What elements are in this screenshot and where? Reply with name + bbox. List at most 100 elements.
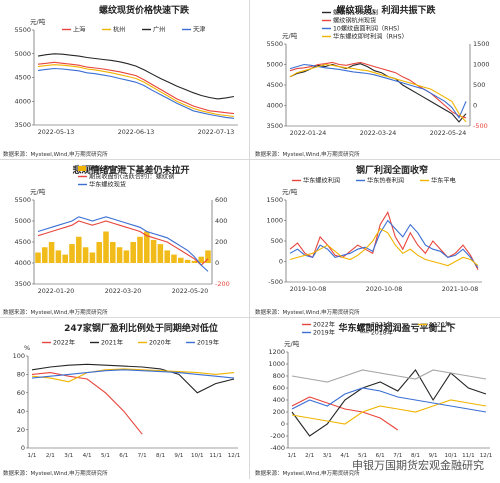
basis-bar: [137, 236, 143, 263]
y-tick-label: 3500: [266, 122, 283, 130]
series-line-2: [37, 53, 235, 100]
series-line-0: [289, 210, 479, 270]
x-tick-label: 2019-10-08: [290, 286, 327, 293]
watermark: 申银万国期货宏观金融研究: [352, 459, 484, 472]
legend-label: 2022年: [53, 339, 75, 347]
y-tick-label: 0: [281, 420, 285, 428]
x-tick-label: 6/1: [119, 453, 128, 459]
series-line-1: [37, 64, 235, 118]
y-tick-label: 3500: [14, 121, 31, 129]
series-line-2: [289, 63, 467, 119]
y-tick-label: 5000: [266, 61, 283, 69]
legend-label: 2021年: [371, 321, 393, 329]
basis-bar: [82, 247, 89, 263]
x-tick-label: 7/1: [138, 453, 147, 459]
y-axis-unit: 元/吨: [282, 31, 298, 40]
legend-label: 华东螺纹现货: [89, 181, 126, 189]
legend-label: 上海: [73, 26, 85, 34]
legend-label: 华东平电: [431, 177, 456, 185]
chart-title: 悲观情绪宣泄下基差仍未拉开: [72, 164, 189, 176]
series-line-2: [37, 216, 209, 272]
x-tick-label: 2022-05-13: [38, 129, 75, 136]
source-note: 数据来源：Mysteel,Wind,申万期货研究所: [255, 150, 360, 158]
y-tick-label: 1000: [266, 217, 283, 225]
series-line-2: [289, 227, 479, 267]
y-axis-unit: 元/吨: [30, 187, 46, 196]
chart-title: 螺纹现货价格快速下跌: [99, 4, 190, 16]
basis-bar: [116, 247, 123, 263]
series-line-3: [31, 369, 235, 379]
x-tick-label: 7/1: [393, 453, 402, 459]
basis-bar: [42, 247, 48, 263]
y-tick-label: 20: [17, 426, 25, 434]
legend-label: 期货收盘价(活跃合约)：螺纹钢: [89, 173, 174, 181]
y2-tick-label: 1500: [473, 40, 490, 48]
x-tick-label: 12/1: [228, 453, 241, 459]
series-line-2: [291, 399, 487, 425]
chart-east-china-rebar-profit: 华东螺即时利润盈亏平衡上下 元/吨 数据来源：Mysteel,Wind,申万期货研究…: [252, 318, 500, 479]
y2-tick-label: 1000: [473, 61, 490, 69]
source-note: 数据来源：Mysteel,Wind,申万期货研究所: [3, 150, 108, 158]
series-line-1: [31, 363, 235, 394]
x-tick-label: 12/1: [480, 453, 493, 459]
x-tick-label: 8/1: [156, 453, 165, 459]
basis-bar: [48, 242, 55, 263]
y-tick-label: 400: [273, 396, 285, 404]
chart-mill-profitability-ratio: 247家钢厂盈利比例处于同期绝对低位% 数据来源：Mysteel,Wind,申万期…: [0, 318, 248, 479]
legend-label: 2022年: [313, 321, 335, 329]
legend-label: 螺纹钢杭州现货: [333, 17, 376, 25]
y-tick-label: 1000: [268, 360, 285, 368]
x-tick-label: 5/1: [101, 453, 110, 459]
legend-label: 天津: [193, 26, 205, 34]
basis-bar: [55, 250, 62, 263]
legend-label: 2019年: [197, 339, 219, 347]
x-tick-label: 2/1: [305, 453, 314, 459]
x-tick-label: 10/1: [191, 453, 204, 459]
basis-bar: [150, 239, 157, 263]
basis-bar: [35, 252, 41, 263]
basis-bar: [123, 250, 130, 263]
x-tick-label: 2022-01-24: [290, 130, 327, 137]
x-tick-label: 1/1: [287, 453, 296, 459]
source-note: 数据来源：Mysteel,Wind,申万期货研究所: [3, 469, 108, 477]
source-note: 数据来源：Mysteel,Wind,申万期货研究所: [255, 469, 360, 477]
chart-mill-profit: 钢厂利润全面收窄 元/吨 数据来源：Mysteel,Wind,申万期货研究所 -500…: [252, 160, 500, 318]
y2-tick-label: 200: [215, 238, 227, 246]
y-tick-label: 0: [21, 444, 25, 452]
series-line-0: [37, 61, 235, 115]
y-tick-label: 60: [17, 389, 25, 397]
basis-bar: [103, 231, 109, 263]
y-tick-label: 0: [279, 258, 283, 266]
series-line-1: [289, 219, 479, 269]
y-tick-label: 5500: [266, 40, 283, 48]
y-axis-unit: 元/吨: [30, 17, 46, 26]
series-line-0: [291, 396, 399, 431]
x-tick-label: 2020-10-08: [366, 286, 403, 293]
y-tick-label: 500: [271, 237, 283, 245]
basis-bar: [144, 231, 150, 263]
chart-rebar-spot-price: 螺纹现货价格快速下跌元/吨数据来源：Mysteel,Wind,申万期货研究所 35…: [0, 0, 248, 160]
basis-bar: [198, 256, 204, 263]
legend-label: 2019年: [313, 329, 335, 337]
x-tick-label: 4/1: [340, 453, 349, 459]
column-divider: [249, 0, 250, 479]
series-line-0: [31, 372, 143, 435]
legend-label: 2018年: [371, 329, 393, 337]
basis-bar: [157, 244, 164, 263]
x-tick-label: 2021-10-08: [442, 286, 479, 293]
y2-tick-label: 0: [473, 102, 477, 110]
y-tick-label: 5000: [14, 50, 31, 58]
x-tick-label: 6/1: [376, 453, 385, 459]
basis-bar: [191, 260, 198, 263]
legend-label: 广州: [153, 26, 165, 34]
x-tick-label: 2022-05-20: [172, 288, 209, 295]
legend-label: 2020年: [149, 339, 171, 347]
row-divider-1: [0, 159, 500, 160]
y-tick-label: 4500: [14, 74, 31, 82]
source-note: 数据来源：Mysteel,Wind,申万期货研究所: [3, 308, 108, 316]
y2-tick-label: 500: [473, 81, 485, 89]
series-line-4: [291, 369, 487, 383]
chart-title: 247家钢厂盈利比例处于同期绝对低位: [64, 322, 218, 334]
y-axis-unit: %: [24, 344, 30, 352]
